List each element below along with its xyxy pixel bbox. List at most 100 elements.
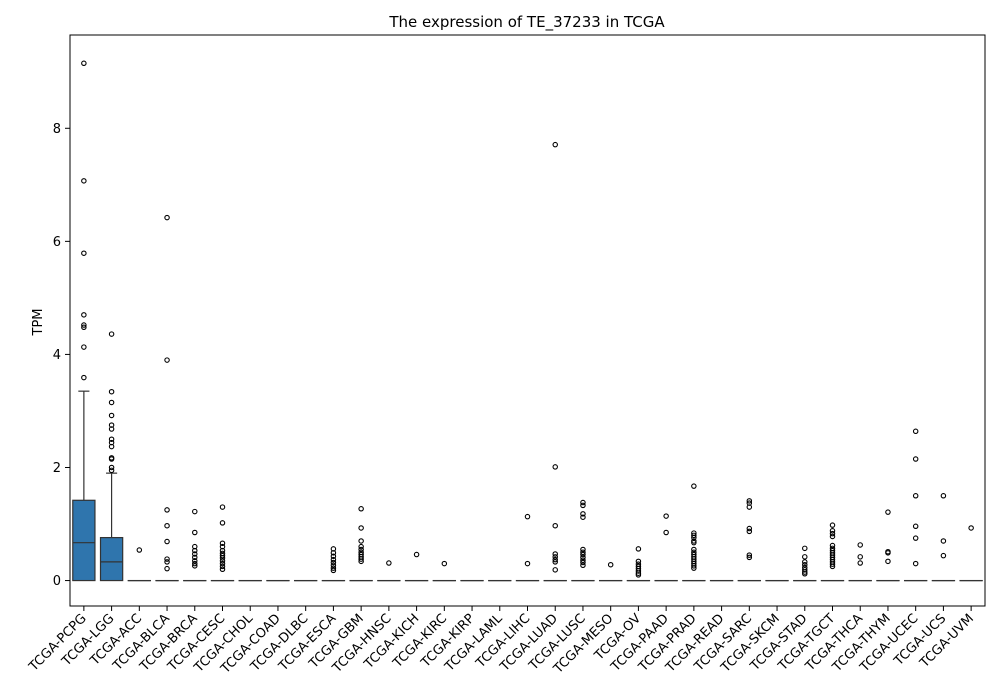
outlier-point bbox=[580, 562, 586, 569]
outlier-point bbox=[358, 556, 364, 562]
box-group bbox=[654, 513, 678, 582]
outlier-point bbox=[108, 456, 115, 462]
outlier-point bbox=[885, 550, 891, 556]
y-tick-label: 0 bbox=[53, 574, 61, 589]
outlier-point bbox=[164, 357, 170, 363]
outlier-point bbox=[912, 493, 919, 499]
outlier-point bbox=[358, 543, 364, 550]
outlier-point bbox=[829, 533, 836, 540]
outlier-point bbox=[219, 563, 226, 570]
outlier-point bbox=[552, 556, 558, 563]
outlier-point bbox=[580, 551, 586, 558]
outlier-point bbox=[219, 520, 226, 526]
outlier-point bbox=[691, 563, 697, 569]
outlier-point bbox=[192, 563, 198, 569]
outlier-point bbox=[940, 493, 947, 499]
outlier-point bbox=[857, 554, 863, 560]
outlier-point bbox=[580, 511, 586, 517]
outlier-point bbox=[552, 551, 558, 557]
outlier-point bbox=[691, 534, 697, 541]
outlier-point bbox=[192, 551, 198, 557]
outlier-point bbox=[219, 552, 226, 559]
outlier-point bbox=[746, 528, 753, 535]
y-tick-label: 8 bbox=[53, 122, 61, 137]
box-group bbox=[404, 551, 429, 582]
box-group bbox=[543, 141, 567, 582]
outlier-point bbox=[192, 554, 198, 561]
outlier-point bbox=[164, 507, 170, 513]
outlier-point bbox=[802, 571, 808, 577]
outlier-point bbox=[580, 514, 586, 520]
outlier-point bbox=[912, 560, 919, 567]
box bbox=[72, 499, 96, 582]
outlier-point bbox=[108, 436, 115, 442]
outlier-point bbox=[829, 561, 836, 567]
box-group bbox=[793, 545, 817, 582]
outlier-point bbox=[635, 570, 642, 576]
outlier-point bbox=[164, 556, 170, 562]
outlier-point bbox=[219, 504, 226, 510]
outlier-point bbox=[802, 559, 808, 565]
outlier-point bbox=[441, 560, 448, 567]
outlier-point bbox=[164, 214, 170, 221]
outlier-point bbox=[219, 555, 226, 561]
outlier-point bbox=[81, 374, 87, 381]
outlier-point bbox=[108, 426, 115, 432]
outlier-point bbox=[580, 499, 586, 506]
box-group bbox=[682, 483, 706, 582]
outlier-point bbox=[580, 557, 586, 563]
outlier-point bbox=[358, 538, 364, 544]
outlier-point bbox=[81, 60, 87, 67]
outlier-point bbox=[746, 552, 753, 558]
box-group bbox=[99, 331, 124, 582]
outlier-point bbox=[330, 559, 337, 566]
outlier-point bbox=[940, 538, 947, 544]
outlier-point bbox=[330, 562, 337, 569]
box-group bbox=[626, 546, 651, 582]
box-group bbox=[820, 522, 845, 582]
plot-frame bbox=[69, 34, 986, 607]
box-group bbox=[571, 499, 595, 582]
outlier-point bbox=[164, 522, 170, 529]
y-axis: 0 2 4 6 8 bbox=[53, 122, 70, 589]
outlier-point bbox=[829, 522, 836, 528]
outlier-point bbox=[580, 546, 586, 553]
outlier-point bbox=[635, 546, 642, 552]
box-group bbox=[377, 560, 401, 582]
outlier-point bbox=[691, 483, 697, 489]
outlier-point bbox=[802, 569, 808, 575]
box-group bbox=[432, 560, 457, 582]
outlier-point bbox=[552, 559, 558, 565]
outlier-point bbox=[524, 560, 531, 567]
outlier-point bbox=[108, 331, 115, 337]
outlier-point bbox=[192, 560, 198, 567]
outlier-point bbox=[552, 522, 558, 529]
box-group bbox=[959, 525, 983, 582]
outlier-point bbox=[219, 558, 226, 564]
outlier-point bbox=[192, 547, 198, 554]
outlier-point bbox=[829, 563, 836, 570]
outlier-point bbox=[136, 547, 143, 553]
chart-title: The expression of TE_37233 in TCGA bbox=[388, 13, 665, 32]
outlier-point bbox=[691, 565, 697, 571]
outlier-point bbox=[192, 529, 198, 536]
outlier-point bbox=[219, 560, 226, 567]
outlier-point bbox=[912, 523, 919, 530]
outlier-point bbox=[219, 547, 226, 554]
outlier-point bbox=[164, 559, 170, 565]
box bbox=[99, 536, 124, 582]
outlier-point bbox=[912, 456, 919, 462]
outlier-point bbox=[358, 558, 364, 565]
outlier-point bbox=[219, 540, 226, 546]
outlier-point bbox=[81, 344, 87, 350]
outlier-point bbox=[580, 502, 586, 509]
outlier-point bbox=[802, 561, 808, 568]
outlier-point bbox=[746, 498, 753, 504]
outlier-point bbox=[330, 565, 337, 571]
outlier-point bbox=[164, 565, 170, 572]
outlier-point bbox=[885, 509, 891, 515]
outlier-point bbox=[940, 552, 947, 559]
outlier-point bbox=[857, 542, 863, 548]
outlier-point bbox=[108, 399, 115, 406]
